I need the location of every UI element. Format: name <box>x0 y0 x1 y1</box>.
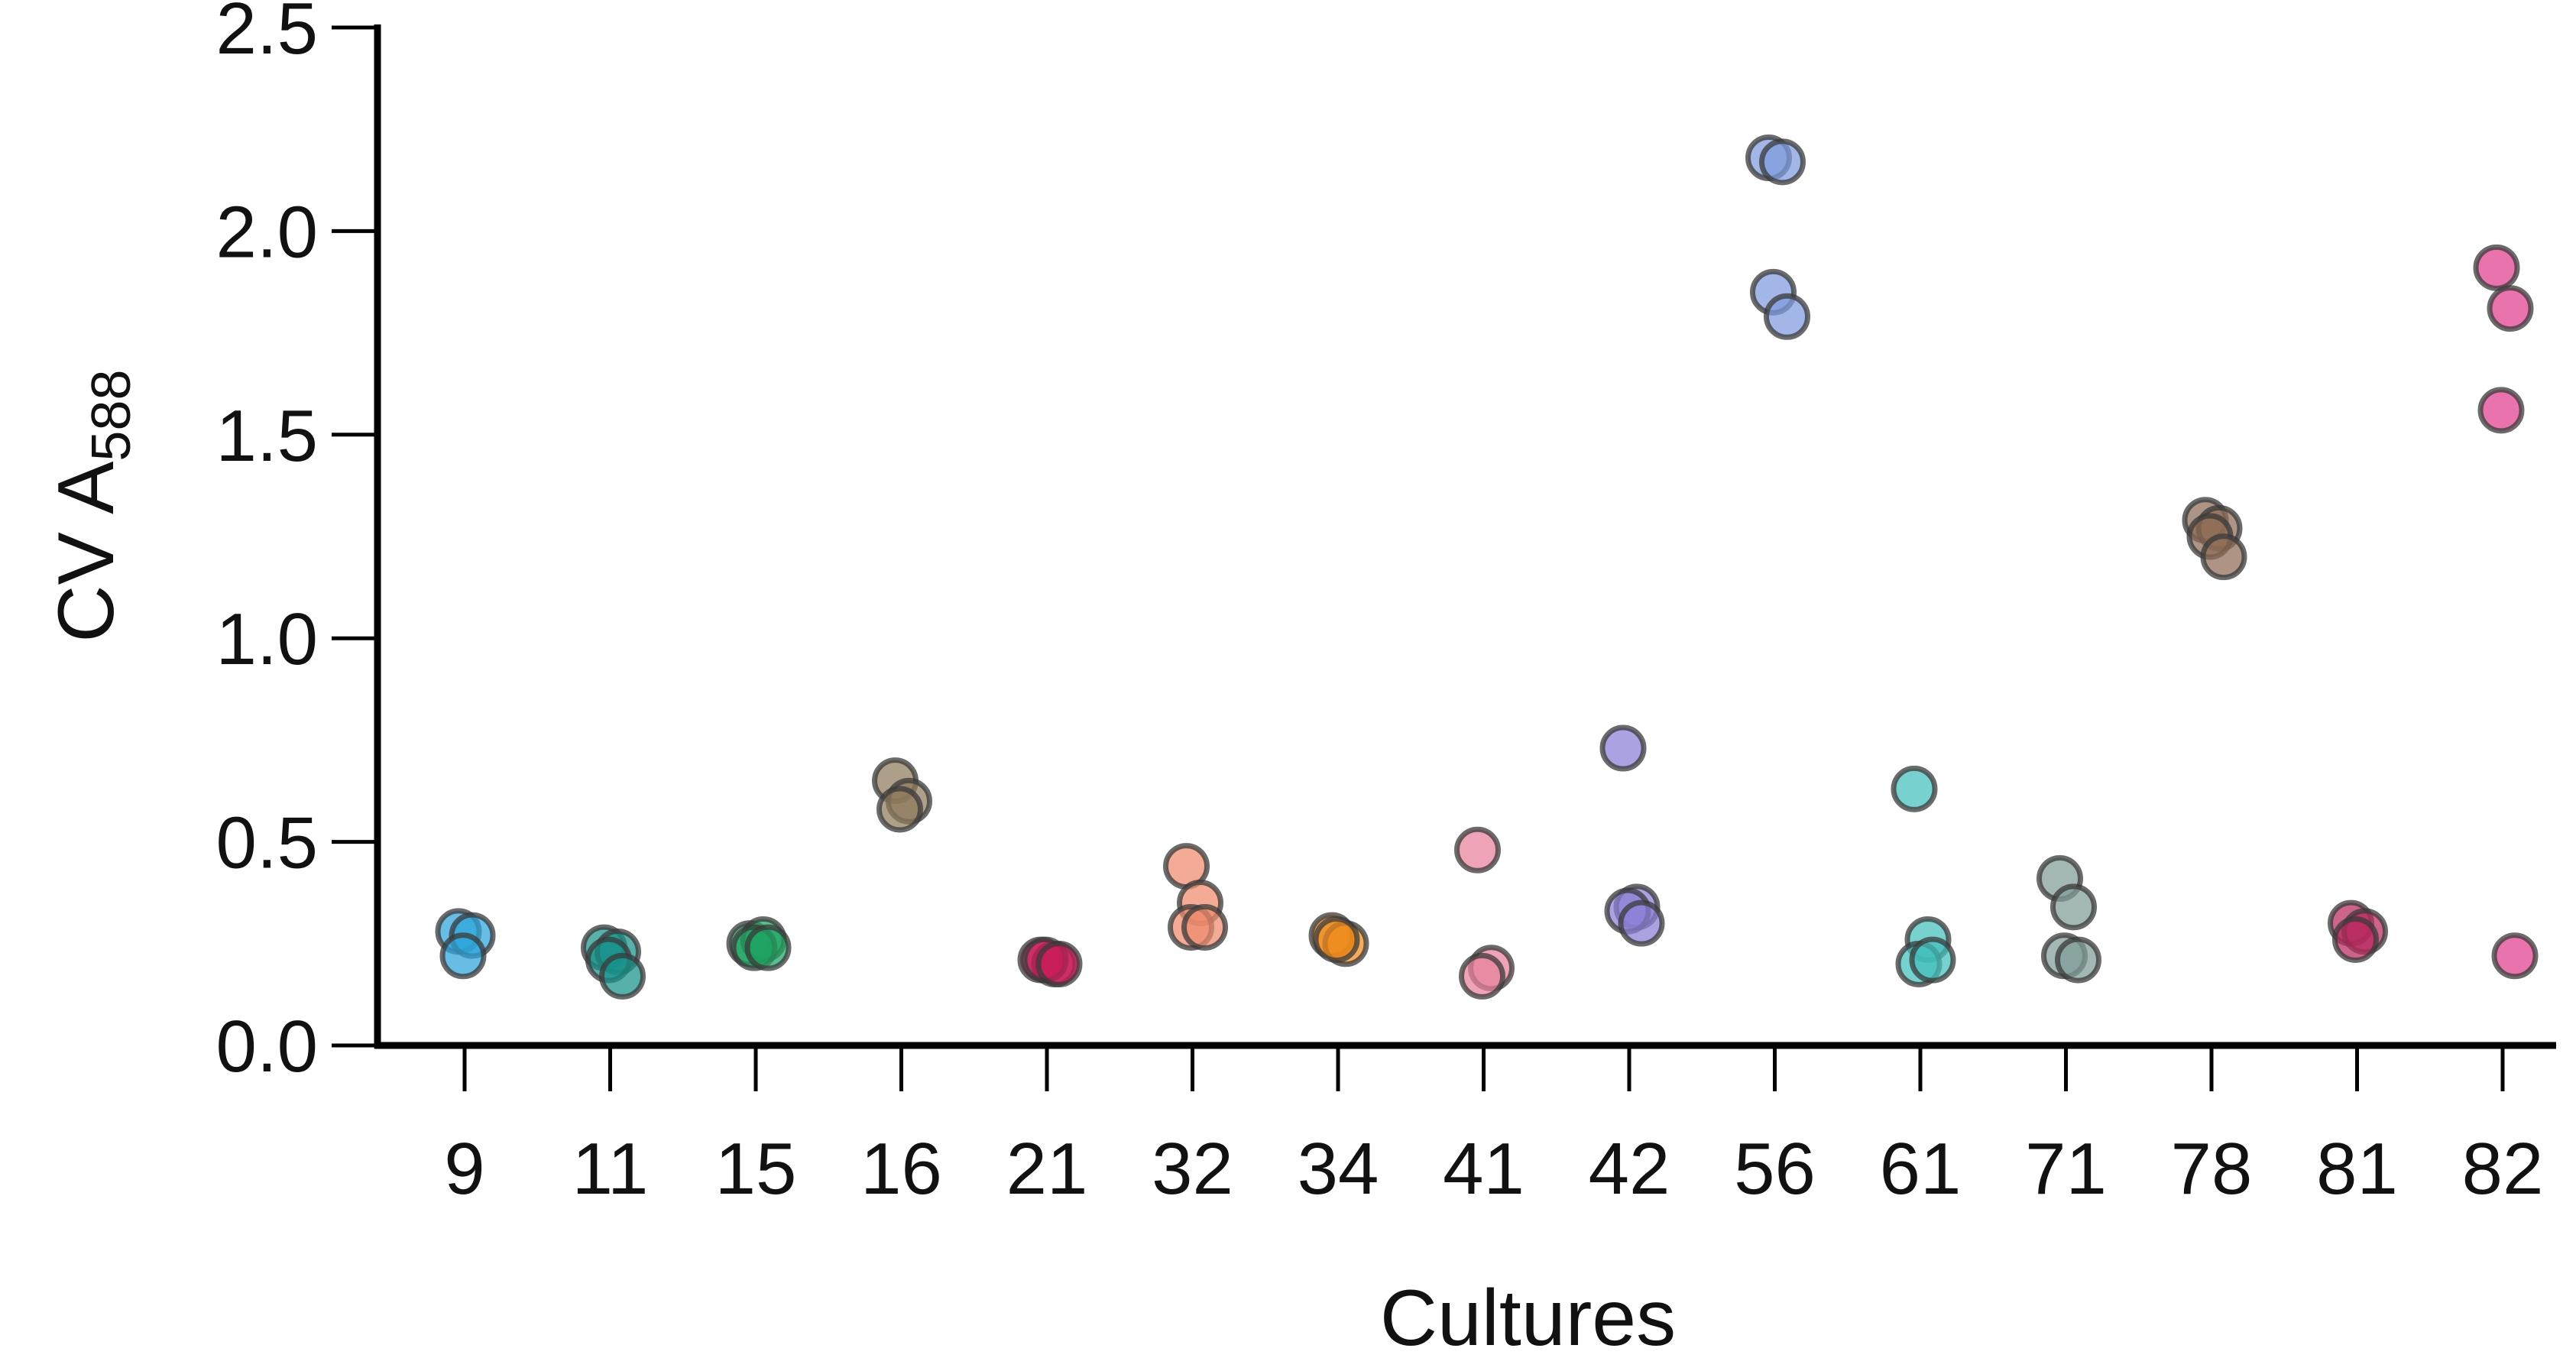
data-point-culture-82 <box>2477 387 2525 434</box>
x-tick-label: 61 <box>1880 1128 1962 1210</box>
data-point-culture-71 <box>2050 883 2097 931</box>
data-point-culture-11 <box>599 952 646 1000</box>
data-point-culture-32 <box>1181 903 1228 951</box>
data-point-culture-16 <box>876 786 923 833</box>
x-tick-label: 71 <box>2025 1128 2107 1210</box>
y-tick-label: 2.0 <box>216 191 318 273</box>
y-tick-label: 1.5 <box>216 395 318 477</box>
x-tick-label: 56 <box>1734 1128 1816 1210</box>
y-axis-title-main: CV A <box>42 461 131 643</box>
data-point-culture-34 <box>1313 916 1360 963</box>
y-tick-label: 2.5 <box>216 0 318 70</box>
y-axis-title: CV A588 <box>42 369 142 642</box>
y-axis-ticks: 0.0 0.5 1.0 1.5 2.0 2.5 <box>216 0 377 1087</box>
data-point-culture-41 <box>1459 952 1505 1000</box>
y-tick-label: 0.0 <box>216 1006 318 1087</box>
data-point-culture-61 <box>1909 936 1956 984</box>
data-point-culture-82 <box>2473 244 2520 291</box>
x-tick-label: 81 <box>2316 1128 2398 1210</box>
data-point-culture-56 <box>1759 138 1806 186</box>
y-tick-label: 1.0 <box>216 598 318 680</box>
data-point-culture-41 <box>1454 826 1501 873</box>
data-point-culture-82 <box>2487 285 2534 332</box>
data-point-culture-42 <box>1618 899 1665 947</box>
x-tick-label: 78 <box>2171 1128 2253 1210</box>
data-point-culture-42 <box>1599 724 1647 772</box>
data-point-culture-61 <box>1891 765 1938 812</box>
x-axis-title: Cultures <box>1380 1274 1676 1363</box>
data-point-culture-82 <box>2491 932 2539 980</box>
x-axis-ticks: 9 11 15 16 21 32 34 41 42 56 61 71 78 81 82 <box>444 1045 2543 1210</box>
x-tick-label: 21 <box>1006 1128 1088 1210</box>
x-tick-label: 82 <box>2462 1128 2544 1210</box>
x-tick-label: 42 <box>1589 1128 1670 1210</box>
x-tick-label: 9 <box>444 1128 484 1210</box>
data-point-culture-81 <box>2332 916 2379 963</box>
data-point-culture-21 <box>1035 940 1083 987</box>
x-tick-label: 16 <box>860 1128 942 1210</box>
data-point-culture-56 <box>1764 293 1810 340</box>
x-tick-label: 34 <box>1298 1128 1379 1210</box>
data-point-culture-78 <box>2200 533 2247 581</box>
y-axis-title-subscript: 588 <box>81 369 142 461</box>
x-tick-label: 32 <box>1152 1128 1233 1210</box>
data-points <box>435 134 2539 1000</box>
x-tick-label: 11 <box>572 1128 649 1210</box>
data-point-culture-15 <box>744 924 792 971</box>
y-tick-label: 0.5 <box>216 802 318 884</box>
x-tick-label: 41 <box>1443 1128 1525 1210</box>
x-tick-label: 15 <box>715 1128 797 1210</box>
data-point-culture-71 <box>2055 936 2101 984</box>
data-point-culture-9 <box>439 932 487 980</box>
